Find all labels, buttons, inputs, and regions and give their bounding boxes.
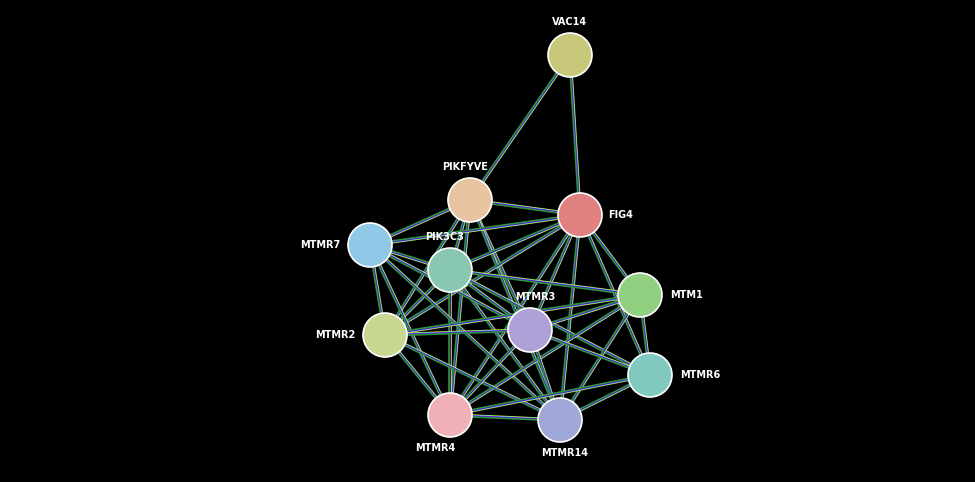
Circle shape: [348, 223, 392, 267]
Text: MTMR4: MTMR4: [415, 443, 455, 453]
Text: VAC14: VAC14: [553, 17, 588, 27]
Text: PIKFYVE: PIKFYVE: [442, 162, 488, 172]
Circle shape: [628, 353, 672, 397]
Circle shape: [363, 313, 407, 357]
Circle shape: [428, 248, 472, 292]
Circle shape: [618, 273, 662, 317]
Text: MTMR2: MTMR2: [315, 330, 355, 340]
Text: MTMR3: MTMR3: [515, 292, 555, 302]
Circle shape: [508, 308, 552, 352]
Circle shape: [448, 178, 492, 222]
Circle shape: [558, 193, 602, 237]
Text: MTMR7: MTMR7: [299, 240, 340, 250]
Circle shape: [428, 393, 472, 437]
Circle shape: [548, 33, 592, 77]
Text: MTMR6: MTMR6: [680, 370, 721, 380]
Text: PIK3C3: PIK3C3: [425, 232, 464, 242]
Text: MTMR14: MTMR14: [541, 448, 589, 458]
Circle shape: [538, 398, 582, 442]
Text: FIG4: FIG4: [608, 210, 633, 220]
Text: MTM1: MTM1: [670, 290, 703, 300]
